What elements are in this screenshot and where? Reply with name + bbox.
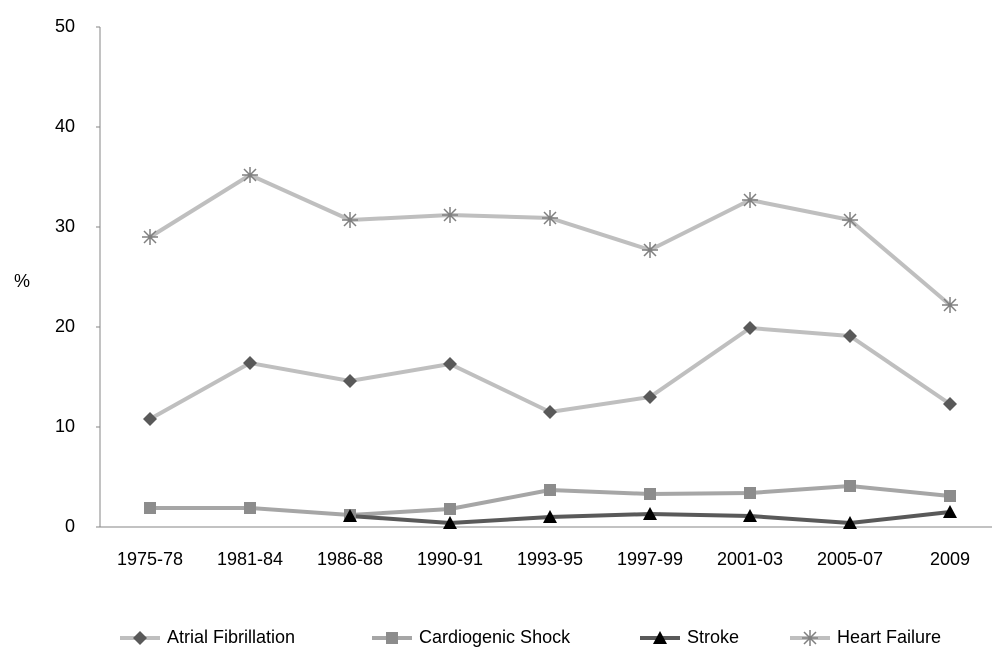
y-tick-label: 30	[55, 216, 75, 236]
legend-item: Stroke	[640, 627, 739, 647]
x-tick-label: 1986-88	[317, 549, 383, 569]
marker	[444, 503, 456, 515]
marker	[443, 516, 457, 529]
y-axis-label: %	[14, 271, 30, 291]
marker	[843, 516, 857, 529]
y-tick-label: 40	[55, 116, 75, 136]
marker	[743, 509, 757, 522]
marker	[543, 510, 557, 523]
legend-item: Heart Failure	[790, 627, 941, 647]
marker	[943, 397, 957, 411]
legend-marker	[802, 630, 818, 646]
x-tick-label: 1975-78	[117, 549, 183, 569]
x-tick-label: 1997-99	[617, 549, 683, 569]
marker	[644, 488, 656, 500]
marker	[742, 192, 758, 208]
marker	[642, 242, 658, 258]
marker	[142, 229, 158, 245]
marker	[243, 356, 257, 370]
marker	[343, 509, 357, 522]
marker	[943, 505, 957, 518]
x-tick-label: 1981-84	[217, 549, 283, 569]
x-tick-label: 2005-07	[817, 549, 883, 569]
marker	[244, 502, 256, 514]
y-tick-label: 20	[55, 316, 75, 336]
legend-label: Heart Failure	[837, 627, 941, 647]
marker	[143, 412, 157, 426]
legend-label: Stroke	[687, 627, 739, 647]
marker	[443, 357, 457, 371]
y-tick-label: 10	[55, 416, 75, 436]
y-tick-label: 50	[55, 16, 75, 36]
legend-marker	[133, 631, 147, 645]
marker	[942, 297, 958, 313]
legend-item: Atrial Fibrillation	[120, 627, 295, 647]
x-tick-label: 1990-91	[417, 549, 483, 569]
x-tick-label: 2001-03	[717, 549, 783, 569]
marker	[342, 212, 358, 228]
marker	[242, 167, 258, 183]
marker	[144, 502, 156, 514]
marker	[842, 212, 858, 228]
marker	[543, 405, 557, 419]
marker	[643, 507, 657, 520]
marker	[542, 210, 558, 226]
legend-label: Cardiogenic Shock	[419, 627, 571, 647]
marker	[743, 321, 757, 335]
marker	[744, 487, 756, 499]
x-tick-label: 2009	[930, 549, 970, 569]
marker	[944, 490, 956, 502]
marker	[844, 480, 856, 492]
y-tick-label: 0	[65, 516, 75, 536]
marker	[643, 390, 657, 404]
legend-item: Cardiogenic Shock	[372, 627, 571, 647]
series-line	[148, 173, 952, 307]
marker	[544, 484, 556, 496]
marker	[343, 374, 357, 388]
legend-marker	[653, 631, 667, 644]
legend-marker	[386, 632, 398, 644]
x-tick-label: 1993-95	[517, 549, 583, 569]
marker	[442, 207, 458, 223]
legend-label: Atrial Fibrillation	[167, 627, 295, 647]
marker	[843, 329, 857, 343]
